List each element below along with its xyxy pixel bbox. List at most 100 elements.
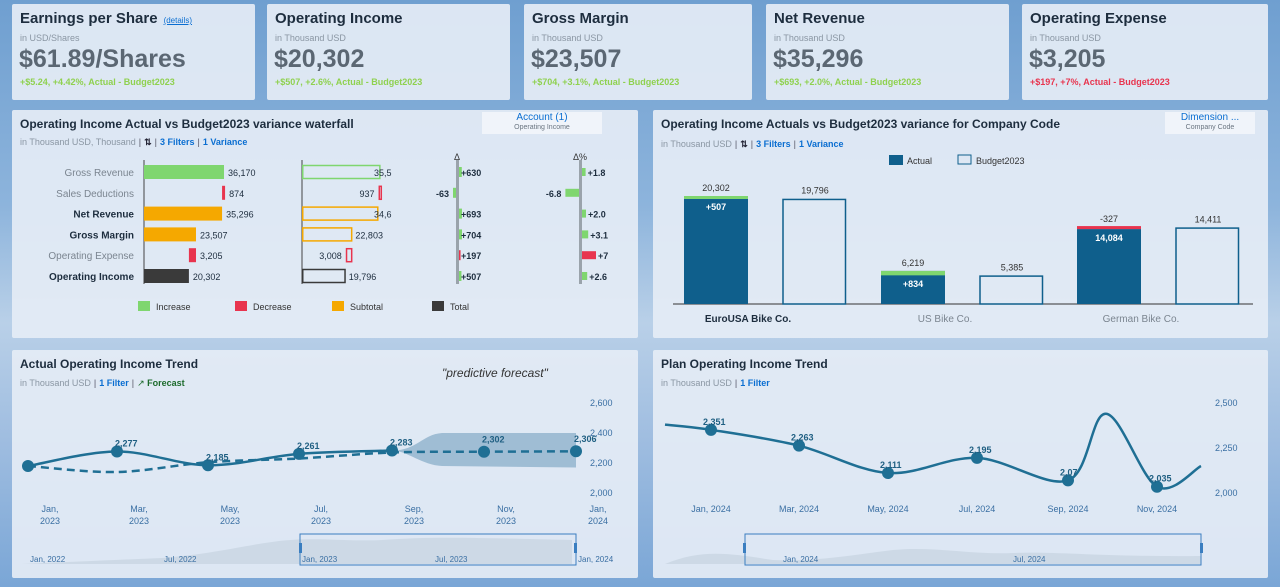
legend-label: Total xyxy=(450,302,469,312)
range-navigator-area xyxy=(22,537,572,564)
data-label: 2,351 xyxy=(703,417,726,427)
category-label: US Bike Co. xyxy=(918,314,972,325)
actual-bar xyxy=(144,165,224,179)
y-tick-label: 2,600 xyxy=(590,398,613,408)
range-label: Jan, 2023 xyxy=(302,555,338,564)
delta-pct-label: +2.0 xyxy=(588,210,606,220)
y-tick-label: 2,250 xyxy=(1215,443,1238,453)
company-subtitle: in Thousand USD | ⇅ | 3 Filters | 1 Variance xyxy=(661,139,844,149)
x-tick-label: Jan, xyxy=(589,504,606,514)
x-tick-label: 2023 xyxy=(129,516,149,526)
dimension-filter-tag[interactable]: Dimension ... Company Code xyxy=(1165,112,1255,134)
kpi-card-net-revenue[interactable]: Net Revenue in Thousand USD $35,296 +$69… xyxy=(766,4,1009,100)
filters-link[interactable]: 3 Filters xyxy=(159,137,195,147)
filters-link[interactable]: 1 Filter xyxy=(99,378,129,388)
kpi-unit: in Thousand USD xyxy=(532,33,603,43)
kpi-card-operating-expense[interactable]: Operating Expense in Thousand USD $3,205… xyxy=(1022,4,1268,100)
company-title: Operating Income Actuals vs Budget2023 v… xyxy=(661,117,1060,131)
budget-bar xyxy=(302,268,346,284)
variance-bar xyxy=(684,196,748,199)
waterfall-category-label: Operating Expense xyxy=(48,251,134,262)
delta-pct-bar xyxy=(582,272,588,280)
legend-swatch-actual xyxy=(889,155,903,165)
hierarchy-icon[interactable]: ⇅ xyxy=(144,137,152,147)
delta-bar xyxy=(459,208,462,219)
budget-bar-label: 19,796 xyxy=(349,272,377,282)
kpi-unit: in Thousand USD xyxy=(275,33,346,43)
kpi-variance: +$704, +3.1%, Actual - Budget2023 xyxy=(532,77,680,87)
budget-bar-label: 22,803 xyxy=(355,230,383,240)
budget-bar xyxy=(302,227,353,242)
legend-swatch xyxy=(235,301,247,311)
kpi-unit: in USD/Shares xyxy=(20,33,80,43)
x-tick-label: Jul, 2024 xyxy=(959,504,996,514)
delta-label: +630 xyxy=(461,168,481,178)
delta-pct-label: +2.6 xyxy=(589,272,607,282)
kpi-card-gross-margin[interactable]: Gross Margin in Thousand USD $23,507 +$7… xyxy=(524,4,752,100)
data-point xyxy=(111,445,123,458)
data-point xyxy=(293,447,305,460)
kpi-value: $20,302 xyxy=(274,45,365,73)
kpi-value: $3,205 xyxy=(1029,45,1106,73)
x-tick-label: 2023 xyxy=(404,516,424,526)
waterfall-title: Operating Income Actual vs Budget2023 va… xyxy=(20,117,354,131)
budget-bar xyxy=(345,247,353,263)
legend-label: Decrease xyxy=(253,302,292,312)
range-label: Jan, 2024 xyxy=(783,555,819,564)
x-tick-label: 2023 xyxy=(311,516,331,526)
x-tick-label: 2023 xyxy=(40,516,60,526)
x-tick-label: Jul, xyxy=(314,504,328,514)
delta-label: +507 xyxy=(461,272,481,282)
kpi-value: $61.89/Shares xyxy=(19,45,186,73)
variance-link[interactable]: 1 Variance xyxy=(202,137,248,147)
x-tick-label: 2023 xyxy=(496,516,516,526)
delta-bar xyxy=(459,271,462,281)
kpi-title: Operating Income xyxy=(275,10,403,27)
account-filter-tag[interactable]: Account (1) Operating Income xyxy=(482,112,602,134)
forecast-icon: ↗ xyxy=(137,378,145,388)
category-label: EuroUSA Bike Co. xyxy=(705,314,792,325)
forecast-link[interactable]: Forecast xyxy=(147,378,185,388)
variance-link[interactable]: 1 Variance xyxy=(798,139,844,149)
actual-value-label: 6,219 xyxy=(902,258,925,268)
budget-value-label: 19,796 xyxy=(801,186,829,196)
plan-trend-card: Plan Operating Income Trend in Thousand … xyxy=(653,350,1268,578)
budget-bar-label: 34,6 xyxy=(374,210,392,220)
actual-bar-label: 35,296 xyxy=(226,210,254,220)
waterfall-category-label: Operating Income xyxy=(49,272,134,283)
actual-bar-label: 36,170 xyxy=(228,168,256,178)
legend-label: Budget2023 xyxy=(976,156,1025,166)
waterfall-chart: Δ Δ% Gross Revenue 36,170 35,5 +630 +1.8 Sales … xyxy=(48,152,608,312)
delta-bar xyxy=(459,229,462,240)
actual-trend-title: Actual Operating Income Trend xyxy=(20,357,199,371)
kpi-unit: in Thousand USD xyxy=(1030,33,1101,43)
actual-bar xyxy=(188,248,196,263)
variance-label: +507 xyxy=(706,202,726,212)
data-label: 2,195 xyxy=(969,445,992,455)
budget-bar xyxy=(1175,227,1240,305)
budget-bar xyxy=(302,206,379,221)
kpi-unit: in Thousand USD xyxy=(774,33,845,43)
variance-bar xyxy=(1077,226,1141,230)
filters-link[interactable]: 3 Filters xyxy=(756,139,791,149)
kpi-variance: +$507, +2.6%, Actual - Budget2023 xyxy=(275,77,423,87)
data-point xyxy=(1062,474,1074,487)
company-chart: Actual Budget2023 20,302 +507 19,796 EuroUSA … xyxy=(673,154,1253,325)
data-point xyxy=(882,467,894,480)
delta-pct-bar xyxy=(582,209,586,218)
delta-pct-label: +1.8 xyxy=(588,168,606,178)
filters-link[interactable]: 1 Filter xyxy=(740,378,770,388)
kpi-card-operating-income[interactable]: Operating Income in Thousand USD $20,302… xyxy=(267,4,510,100)
legend-label: Actual xyxy=(907,156,932,166)
hierarchy-icon[interactable]: ⇅ xyxy=(740,139,748,149)
kpi-value: $35,296 xyxy=(773,45,864,73)
actual-trend-chart: 2,000 2,200 2,400 2,600 2,277 2,185 2,261 2,283… xyxy=(22,398,614,566)
details-link[interactable]: (details) xyxy=(163,16,193,25)
x-tick-label: May, 2024 xyxy=(867,504,908,514)
data-point xyxy=(570,445,582,458)
actual-bar xyxy=(684,196,748,304)
kpi-card-earnings-per-share[interactable]: Earnings per Share (details) in USD/Share… xyxy=(12,4,255,100)
x-tick-label: Mar, 2024 xyxy=(779,504,819,514)
actual-trend-subtitle: in Thousand USD | 1 Filter | ↗ Forecast xyxy=(20,378,185,388)
waterfall-category-label: Net Revenue xyxy=(73,210,134,221)
